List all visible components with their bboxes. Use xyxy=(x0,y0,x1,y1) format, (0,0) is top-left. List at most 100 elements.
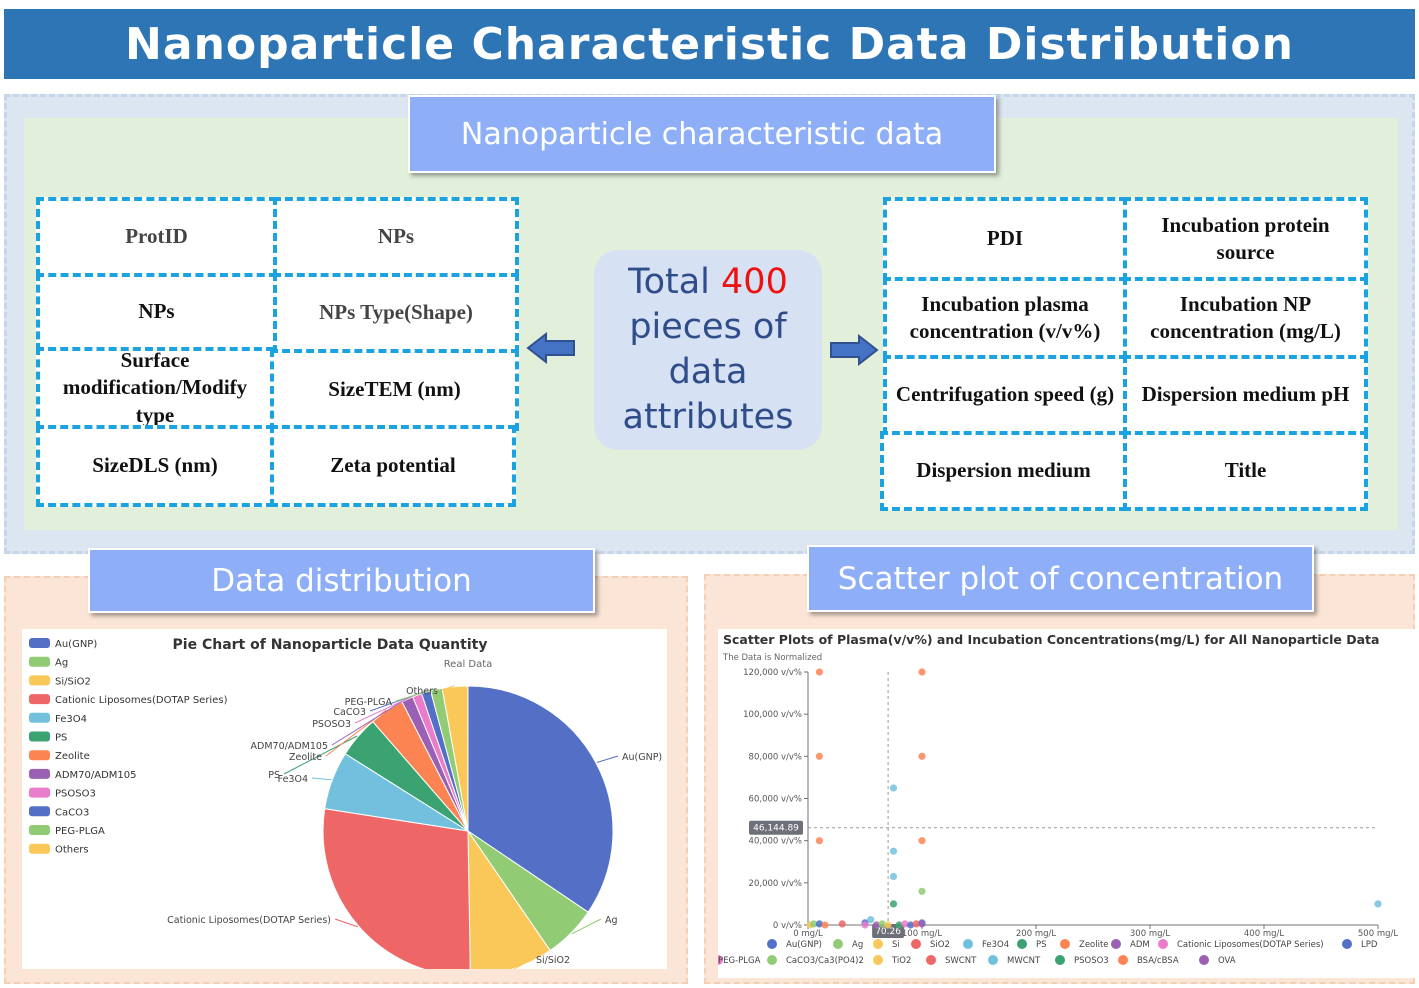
attribute-cell: NPs xyxy=(273,197,519,277)
x-tick-label: 100 mg/L xyxy=(902,929,942,939)
pie-label-line xyxy=(512,958,533,971)
data-point xyxy=(918,920,926,928)
data-point xyxy=(867,916,875,924)
legend-label: Au(GNP) xyxy=(55,639,97,650)
pie-label-line xyxy=(395,688,437,702)
legend-label: ADM70/ADM105 xyxy=(55,770,137,781)
pie-label-line xyxy=(331,697,408,746)
crosshair-x-label: 70.26 xyxy=(875,927,901,937)
legend-label: SWCNT xyxy=(945,956,977,966)
legend-label: OVA xyxy=(1218,956,1236,966)
scatter-title: Scatter Plots of Plasma(v/v%) and Incuba… xyxy=(723,632,1379,647)
pie-label: Fe3O4 xyxy=(278,774,308,785)
scatter-chart: Scatter Plots of Plasma(v/v%) and Incuba… xyxy=(713,632,1398,966)
legend-marker xyxy=(1055,955,1065,965)
crosshair-y-label: 46,144.89 xyxy=(753,824,799,834)
pie-label: CaCO3 xyxy=(333,707,366,718)
attribute-cell: Dispersion medium pH xyxy=(1123,355,1368,435)
pie-subtitle: Real Data xyxy=(444,659,493,670)
legend-marker xyxy=(988,955,998,965)
y-tick-label: 40,000 v/v% xyxy=(749,837,802,847)
pie-slice xyxy=(322,808,471,977)
legend-label: PEG-PLGA xyxy=(55,826,105,837)
legend-marker xyxy=(963,939,973,949)
left-arrow-icon xyxy=(526,332,575,364)
attribute-cell: SizeDLS (nm) xyxy=(36,425,274,507)
legend-swatch xyxy=(29,638,50,648)
pie-label: Ag xyxy=(605,915,618,926)
total-label: Total xyxy=(628,261,710,302)
pie-slice xyxy=(467,685,614,913)
pie-chart: Pie Chart of Nanoparticle Data Quantity R… xyxy=(29,637,662,977)
total-count: 400 xyxy=(721,261,788,302)
page-title: Nanoparticle Characteristic Data Distrib… xyxy=(4,9,1415,79)
pie-label: PSOSO3 xyxy=(312,719,351,730)
legend-label: PSOSO3 xyxy=(1074,956,1109,966)
data-point xyxy=(918,887,926,895)
legend-label: Fe3O4 xyxy=(982,940,1009,950)
attribute-cell: Title xyxy=(1123,431,1368,511)
pie-label-line xyxy=(596,755,619,763)
legend-label: Cationic Liposomes(DOTAP Series) xyxy=(55,695,228,706)
legend-marker xyxy=(767,955,777,965)
data-point xyxy=(918,837,926,845)
y-tick-label: 120,000 v/v% xyxy=(743,668,802,678)
attribute-cell: SizeTEM (nm) xyxy=(270,349,519,431)
pie-title: Pie Chart of Nanoparticle Data Quantity xyxy=(173,637,488,653)
legend-label: MWCNT xyxy=(1007,956,1041,966)
data-point xyxy=(901,920,909,928)
data-point xyxy=(1374,900,1382,908)
attribute-cell: Incubation plasma concentration (v/v%) xyxy=(883,277,1127,359)
data-point xyxy=(907,921,915,929)
legend-marker xyxy=(1158,939,1168,949)
pie-label-line xyxy=(571,918,602,935)
legend-label: TiO2 xyxy=(891,956,911,966)
right-arrow-icon xyxy=(830,334,879,366)
attribute-cell: Dispersion medium xyxy=(880,431,1127,511)
legend-marker xyxy=(873,939,883,949)
legend-swatch xyxy=(29,825,50,835)
data-point xyxy=(815,752,823,760)
pie-chart-panel: Pie Chart of Nanoparticle Data Quantity R… xyxy=(22,629,667,977)
legend-swatch xyxy=(29,768,50,779)
data-point xyxy=(815,837,823,845)
legend-marker xyxy=(1199,955,1209,965)
attribute-cell: Surface modification/Modify type xyxy=(36,347,274,429)
legend-label: PSOSO3 xyxy=(55,789,96,800)
legend-swatch xyxy=(29,656,50,667)
legend-marker xyxy=(1342,939,1352,949)
data-point xyxy=(815,920,823,928)
data-point xyxy=(821,921,829,929)
scatter-subtitle: The Data is Normalized xyxy=(722,653,822,663)
data-point xyxy=(815,668,823,676)
pie-label-line xyxy=(441,685,456,691)
crosshair-y-box xyxy=(749,820,803,835)
data-point xyxy=(889,784,898,792)
data-point xyxy=(878,920,886,928)
x-tick-label: 300 mg/L xyxy=(1130,929,1170,939)
legend-label: Au(GNP) xyxy=(786,940,822,950)
legend-label: Ag xyxy=(852,940,863,950)
data-point xyxy=(810,920,818,928)
legend-swatch xyxy=(29,787,50,798)
legend-label: Cationic Liposomes(DOTAP Series) xyxy=(1177,940,1324,950)
attribute-cell: ProtID xyxy=(36,197,277,277)
attribute-cell: Incubation protein source xyxy=(1123,197,1368,281)
y-tick-label: 0 v/v% xyxy=(773,921,802,931)
legend-label: Si/SiO2 xyxy=(55,676,91,687)
legend-marker xyxy=(833,939,843,949)
data-point xyxy=(861,921,869,929)
total-attributes-box: Total 400 pieces of data attributes xyxy=(594,250,822,450)
legend-marker xyxy=(1017,939,1027,949)
total-line-3: data xyxy=(668,352,748,392)
legend-marker xyxy=(1111,939,1121,949)
legend-label: Fe3O4 xyxy=(55,714,87,725)
pie-label: Others xyxy=(406,686,438,697)
pie-label-line xyxy=(334,918,359,928)
data-point xyxy=(918,752,926,760)
legend-marker xyxy=(911,939,921,949)
legend-swatch xyxy=(29,806,50,817)
legend-label: Ag xyxy=(55,658,68,669)
legend-swatch xyxy=(29,675,50,686)
data-point xyxy=(912,920,920,928)
